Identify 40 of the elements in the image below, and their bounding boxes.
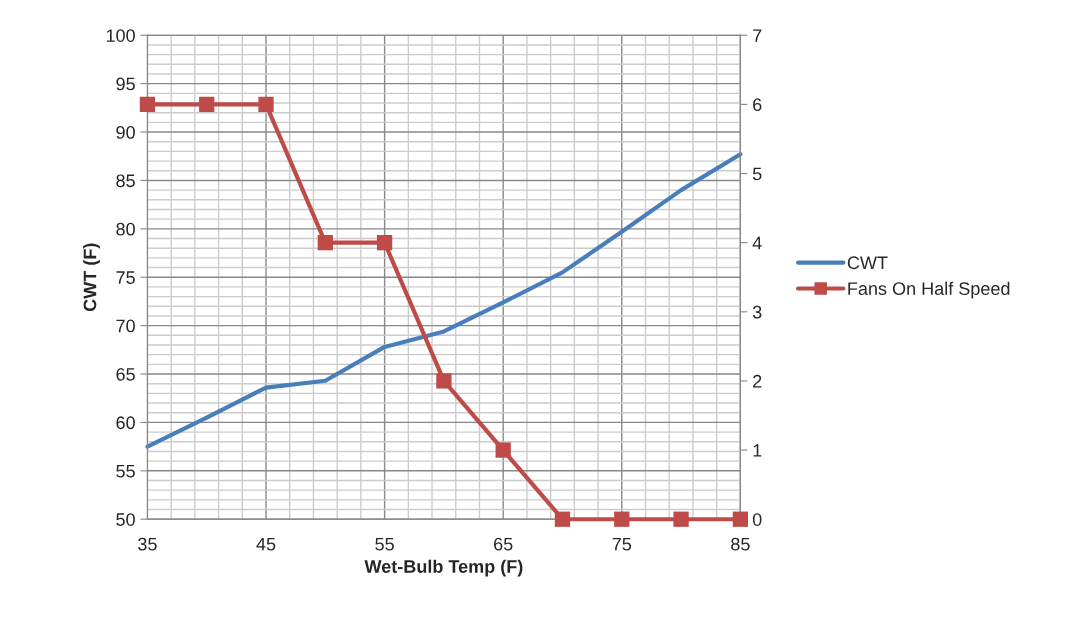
y2-tick-label: 5 xyxy=(752,167,762,181)
point xyxy=(376,235,393,251)
x-tick-label: 85 xyxy=(731,537,750,551)
y2-tick-label: 1 xyxy=(753,444,762,457)
y-tick-label: 55 xyxy=(116,464,135,478)
y2-tick-label: 2 xyxy=(753,374,762,388)
point xyxy=(317,235,333,251)
point xyxy=(732,511,749,527)
x-tick-label: 75 xyxy=(612,537,632,551)
point xyxy=(436,373,452,389)
y2-tick-label: 3 xyxy=(752,305,762,319)
x-axis-title: Wet-Bulb Temp (F) xyxy=(364,559,523,577)
y-tick-label: 85 xyxy=(116,174,135,188)
y2-tick-label: 4 xyxy=(752,236,762,250)
y-axis-title: CWT (F) xyxy=(83,243,100,312)
point xyxy=(614,511,630,527)
point xyxy=(139,96,156,113)
point xyxy=(673,511,689,527)
point xyxy=(554,511,571,527)
y2-tick-label: 0 xyxy=(752,513,762,526)
point xyxy=(495,442,511,458)
y2-tick-label: 7 xyxy=(753,29,762,42)
x-tick-label: 45 xyxy=(256,537,276,551)
x-tick-label: 35 xyxy=(138,537,157,551)
legend-label: CWT xyxy=(847,256,888,270)
y-tick-label: 100 xyxy=(106,29,135,42)
x-tick-label: 65 xyxy=(494,537,513,551)
y-tick-label: 60 xyxy=(116,416,135,430)
y-tick-label: 90 xyxy=(116,125,135,139)
legend-label: Fans On Half Speed xyxy=(848,281,1010,299)
y2-tick-label: 6 xyxy=(753,98,762,112)
point xyxy=(258,96,274,113)
point xyxy=(199,96,215,113)
y-tick-label: 65 xyxy=(116,367,135,381)
x-tick-label: 55 xyxy=(375,537,394,551)
y-tick-label: 80 xyxy=(116,222,135,236)
y-tick-label: 70 xyxy=(116,319,135,333)
y-tick-label: 75 xyxy=(116,271,135,284)
y-tick-label: 95 xyxy=(116,77,135,91)
y-tick-label: 50 xyxy=(116,513,135,526)
